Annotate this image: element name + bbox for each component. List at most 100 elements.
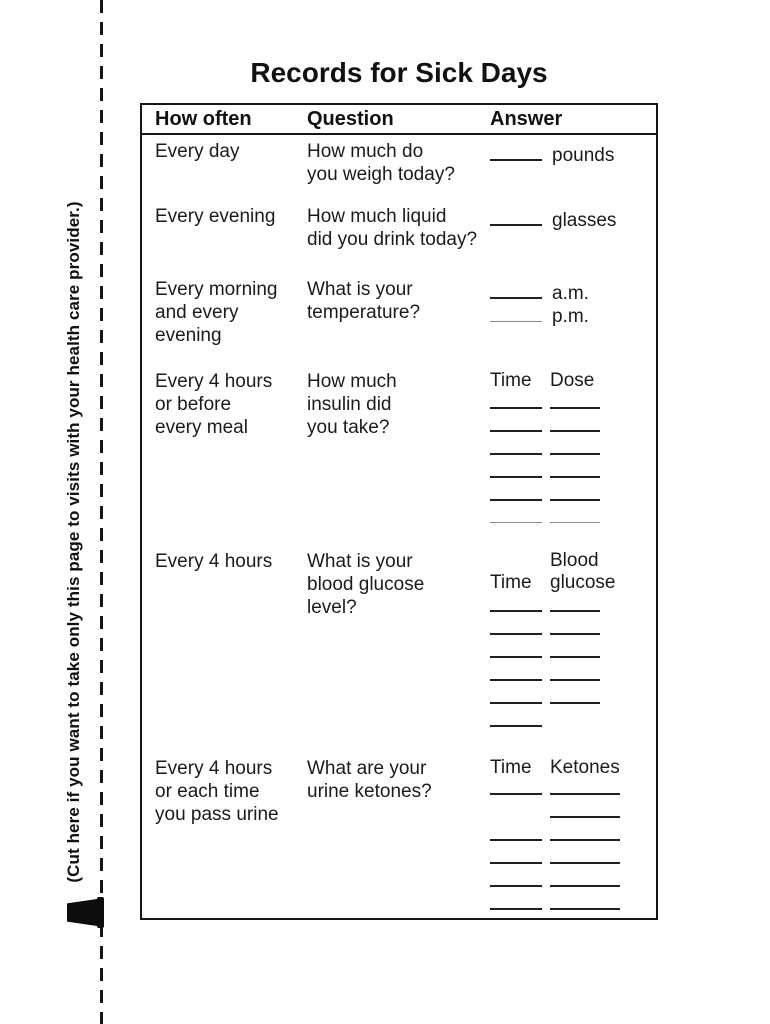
- log-line-row: [490, 772, 656, 795]
- text-line: Dose: [550, 370, 595, 391]
- log-col-header-time: Time: [490, 757, 532, 778]
- blank-line: [550, 455, 600, 478]
- blank-line: [550, 772, 620, 795]
- log-line-row: [490, 818, 656, 841]
- blank-line: [490, 589, 542, 612]
- blank-line: [490, 145, 542, 161]
- blank-line: [490, 612, 542, 635]
- blank-line: [490, 283, 542, 299]
- how-often-cell: Every evening: [155, 205, 307, 228]
- log-line-row: [490, 795, 656, 818]
- text-line: How much: [307, 371, 397, 392]
- text-line: How much do: [307, 141, 424, 162]
- blank-line: [550, 841, 620, 864]
- table-row: Every 4 hours or each time you pass urine W…: [155, 757, 656, 910]
- blank-line: [490, 386, 542, 409]
- answer-line: p.m.: [490, 301, 656, 327]
- question-cell: What are your urine ketones?: [307, 757, 490, 803]
- blank-line: [550, 887, 620, 910]
- log-line-row: [490, 887, 656, 910]
- log-col-header-value: Blood glucose: [550, 550, 656, 594]
- log-header: Time Blood glucose: [490, 550, 656, 594]
- blank-line: [550, 409, 600, 432]
- log-line-row: [490, 386, 656, 409]
- log-line-row: [490, 432, 656, 455]
- log-line-row: [490, 864, 656, 887]
- blank-line: [490, 704, 542, 727]
- page-title: Records for Sick Days: [250, 57, 548, 88]
- log-line-row: [490, 478, 656, 501]
- question-cell: What is your blood glucose level?: [307, 550, 490, 619]
- answer-line: glasses: [490, 205, 656, 231]
- blank-line: [490, 658, 542, 681]
- text-line: you take?: [307, 417, 390, 438]
- answer-cell: a.m. p.m.: [490, 278, 656, 327]
- log-line-row: [490, 681, 656, 704]
- answer-log: Time Ketones: [490, 757, 656, 910]
- blank-line: [490, 409, 542, 432]
- text-line: Every 4 hours: [155, 758, 273, 779]
- blank-line: [550, 612, 600, 635]
- table-row: Every day How much do you weigh today? poun…: [155, 140, 656, 186]
- text-line: temperature?: [307, 302, 421, 323]
- blank-line: [490, 478, 542, 501]
- log-line-row: [490, 409, 656, 432]
- answer-cell: Time Ketones: [490, 757, 656, 910]
- table-row: Every 4 hours What is your blood glucose le…: [155, 550, 656, 727]
- blank-line: [550, 501, 600, 523]
- answer-line: a.m.: [490, 278, 656, 304]
- log-line-row: [490, 704, 656, 727]
- text-line: evening: [155, 325, 222, 346]
- answer-log: Time Blood glucose: [490, 550, 656, 727]
- text-line: Ketones: [550, 757, 620, 778]
- scissors-blade: [67, 899, 97, 926]
- text-line: Every 4 hours: [155, 551, 273, 572]
- answer-unit-label: glasses: [552, 210, 617, 231]
- table-header-row: How often Question Answer: [142, 105, 656, 135]
- text-line: every meal: [155, 417, 248, 438]
- question-cell: How much insulin did you take?: [307, 370, 490, 439]
- blank-line: [490, 455, 542, 478]
- text-line: you weigh today?: [307, 164, 455, 185]
- records-table: How often Question Answer Every day How m…: [140, 103, 658, 920]
- text-line: urine ketones?: [307, 781, 432, 802]
- text-line: glucose: [550, 572, 616, 593]
- text-line: did you drink today?: [307, 229, 478, 250]
- answer-unit-label: a.m.: [552, 283, 589, 304]
- log-lines: [490, 589, 656, 727]
- log-col-header-value: Ketones: [550, 757, 656, 779]
- blank-line: [550, 589, 600, 612]
- blank-line: [490, 432, 542, 455]
- blank-line: [550, 658, 600, 681]
- answer-unit-label: p.m.: [552, 306, 589, 327]
- blank-line: [550, 635, 600, 658]
- blank-line: [490, 210, 542, 226]
- log-lines: [490, 772, 656, 910]
- question-cell: How much liquid did you drink today?: [307, 205, 490, 251]
- cut-note: (Cut here if you want to take only this …: [64, 201, 83, 883]
- text-line: or before: [155, 394, 232, 415]
- log-line-row: [490, 658, 656, 681]
- log-col-header-time: Time: [490, 370, 532, 391]
- answer-line: pounds: [490, 140, 656, 166]
- how-often-cell: Every morning and every evening: [155, 278, 307, 347]
- blank-line: [490, 818, 542, 841]
- how-often-cell: Every day: [155, 140, 307, 163]
- how-often-cell: Every 4 hours or each time you pass urine: [155, 757, 307, 826]
- blank-line: [550, 478, 600, 501]
- how-often-cell: Every 4 hours: [155, 550, 307, 573]
- blank-line: [490, 307, 542, 322]
- text-line: level?: [307, 597, 357, 618]
- blank-line: [490, 772, 542, 795]
- text-line: Every morning: [155, 279, 278, 300]
- column-header-answer: Answer: [490, 108, 563, 130]
- answer-log: Time Dose: [490, 370, 656, 524]
- log-col-header-time: Time: [490, 572, 532, 593]
- log-header: Time Ketones: [490, 757, 656, 779]
- blank-line: [550, 795, 620, 818]
- question-cell: What is your temperature?: [307, 278, 490, 324]
- log-line-row: [490, 455, 656, 478]
- blank-line: [490, 681, 542, 704]
- text-line: What are your: [307, 758, 427, 779]
